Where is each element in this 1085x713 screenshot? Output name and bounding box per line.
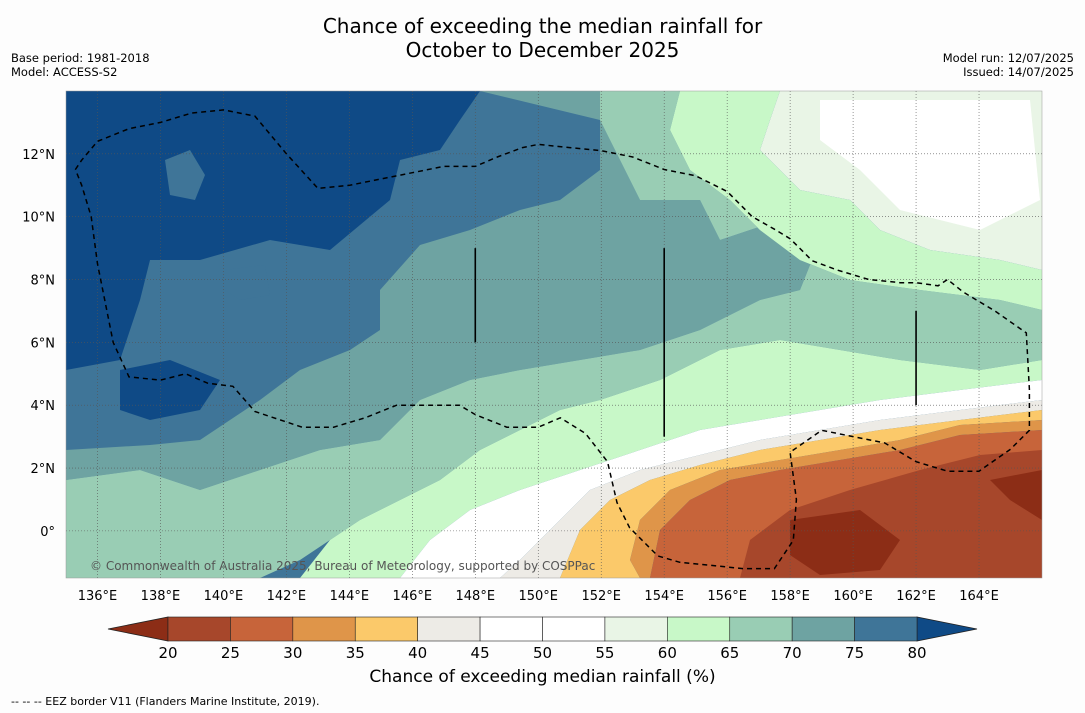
- colorbar-swatch: [791, 616, 855, 642]
- longitude-tick-label: 142°E: [267, 589, 307, 604]
- colorbar-swatch: [292, 616, 356, 642]
- contour-40-45: [500, 400, 1042, 578]
- longitude-tick-label: 160°E: [833, 589, 873, 604]
- contour-60-65-south: [300, 340, 1042, 578]
- colorbar-tick-label: 75: [845, 644, 864, 662]
- longitude-tick-label: 136°E: [78, 589, 118, 604]
- colorbar-tick-label: 30: [283, 644, 302, 662]
- longitude-tick-label: 144°E: [330, 589, 370, 604]
- meta-right: Model run: 12/07/2025 Issued: 14/07/2025: [943, 51, 1074, 79]
- colorbar-tick-label: 60: [658, 644, 677, 662]
- issued-date: Issued: 14/07/2025: [963, 65, 1074, 79]
- contour-75-patch-a: [165, 150, 205, 200]
- contour-75-patch-b: [225, 265, 270, 300]
- colorbar-swatch: [354, 616, 418, 642]
- footer-note: -- -- -- EEZ border V11 (Flanders Marine…: [11, 695, 320, 708]
- colorbar-title: Chance of exceeding median rainfall (%): [369, 667, 716, 687]
- longitude-tick-label: 152°E: [581, 589, 621, 604]
- latitude-tick-label: 6°N: [31, 336, 56, 351]
- chart-title: Chance of exceeding the median rainfall …: [0, 14, 1085, 62]
- latitude-tick-label: 12°N: [22, 148, 55, 163]
- longitude-tick-label: 158°E: [770, 589, 810, 604]
- colorbar-swatch: [167, 616, 231, 642]
- contour-70-75: [66, 91, 820, 490]
- map-frame: [65, 90, 1043, 579]
- colorbar-swatch: [854, 616, 918, 642]
- colorbar-tick-label: 40: [408, 644, 427, 662]
- colorbar-swatch: [542, 616, 606, 642]
- title-line-1: Chance of exceeding the median rainfall …: [322, 14, 763, 38]
- model-run: Model run: 12/07/2025: [942, 51, 1074, 65]
- colorbar: 20 25 30 35 40 45 50 55 60 65 70 75 80: [107, 616, 978, 662]
- colorbar-tick-label: 55: [595, 644, 614, 662]
- longitude-tick-label: 164°E: [959, 589, 999, 604]
- colorbar-over-arrow: [916, 616, 978, 642]
- colorbar-swatch: [230, 616, 294, 642]
- latitude-labels: 0° 2°N 4°N 6°N 8°N 10°N 12°N: [22, 148, 55, 540]
- latitude-tick-label: 8°N: [31, 274, 56, 289]
- colorbar-swatch: [729, 616, 793, 642]
- colorbar-tick-label: 65: [720, 644, 739, 662]
- contour-65-70: [66, 91, 1042, 578]
- title-line-2: October to December 2025: [405, 38, 680, 62]
- colorbar-tick-label: 35: [346, 644, 365, 662]
- longitude-labels: 136°E 138°E 140°E 142°E 144°E 146°E 148°E 150°E…: [78, 589, 999, 604]
- longitude-tick-label: 138°E: [141, 589, 181, 604]
- colorbar-swatch: [479, 616, 543, 642]
- meta-left: Base period: 1981-2018 Model: ACCESS-S2: [11, 51, 150, 79]
- colorbar-tick-label: 45: [471, 644, 490, 662]
- probability-map: © Commonwealth of Australia 2025, Bureau…: [66, 91, 1042, 578]
- colorbar-tick-label: 80: [907, 644, 926, 662]
- base-period: Base period: 1981-2018: [11, 51, 150, 65]
- model-name: Model: ACCESS-S2: [11, 65, 118, 79]
- copyright-notice: © Commonwealth of Australia 2025, Bureau…: [90, 559, 595, 573]
- longitude-tick-label: 150°E: [518, 589, 558, 604]
- contour-60-65: [670, 91, 1042, 310]
- eez-segments: [474, 248, 917, 437]
- longitude-tick-label: 146°E: [393, 589, 433, 604]
- colorbar-swatch: [667, 616, 731, 642]
- contour-45-55-north: [820, 100, 1040, 230]
- colorbar-tick-label: 50: [533, 644, 552, 662]
- contour-under-20: [990, 470, 1042, 520]
- colorbar-tick-label: 20: [158, 644, 177, 662]
- contour-35-40: [560, 410, 1042, 578]
- latitude-tick-label: 0°: [40, 525, 55, 540]
- latitude-tick-label: 10°N: [22, 211, 55, 226]
- contour-30-35: [630, 420, 1042, 578]
- longitude-tick-label: 140°E: [204, 589, 244, 604]
- longitude-tick-label: 148°E: [456, 589, 496, 604]
- colorbar-tick-label: 25: [221, 644, 240, 662]
- latitude-tick-label: 2°N: [31, 462, 56, 477]
- colorbar-swatch: [604, 616, 668, 642]
- longitude-tick-label: 154°E: [644, 589, 684, 604]
- colorbar-under-arrow: [107, 616, 169, 642]
- longitude-tick-label: 162°E: [896, 589, 936, 604]
- latitude-tick-label: 4°N: [31, 399, 56, 414]
- colorbar-swatch: [417, 616, 481, 642]
- longitude-tick-label: 156°E: [707, 589, 747, 604]
- contour-45-55: [400, 380, 1042, 578]
- contour-under-20-b: [790, 510, 900, 575]
- colorbar-tick-label: 70: [783, 644, 802, 662]
